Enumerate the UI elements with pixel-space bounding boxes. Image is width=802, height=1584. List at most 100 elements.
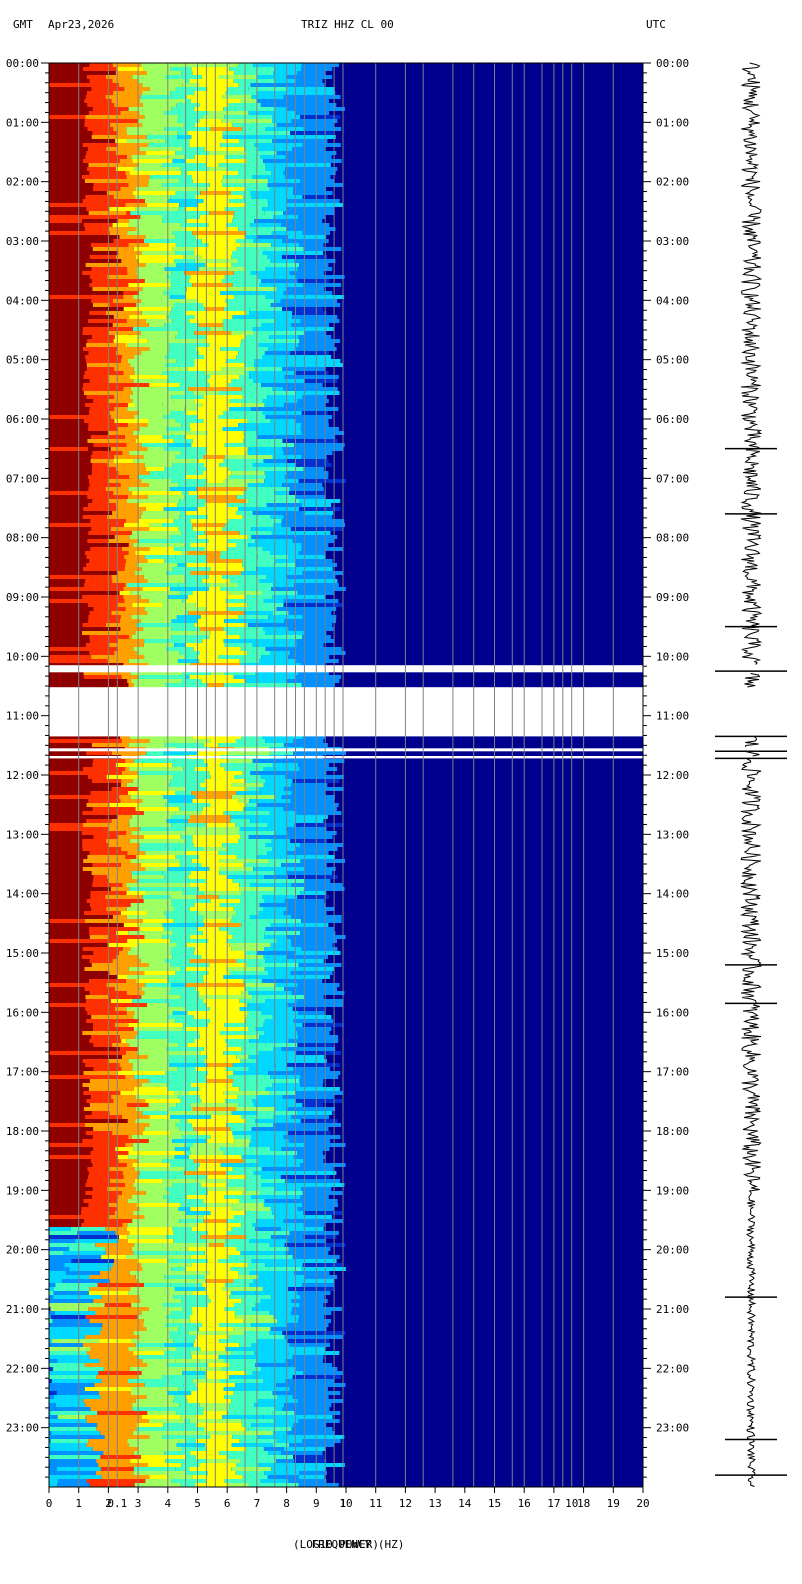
spectro-cell bbox=[163, 1423, 197, 1427]
spectro-cell bbox=[89, 1155, 118, 1159]
spectro-cell bbox=[228, 467, 258, 471]
spectro-cell bbox=[263, 1031, 297, 1035]
spectro-cell bbox=[89, 1483, 135, 1487]
spectro-cell bbox=[248, 499, 300, 503]
spectro-cell bbox=[49, 1003, 94, 1007]
spectro-cell bbox=[207, 1023, 225, 1027]
x-axis-label: FREQUENCY (HZ) bbox=[312, 1538, 405, 1551]
spectro-cell bbox=[144, 991, 169, 995]
spectro-cell bbox=[89, 63, 113, 67]
spectro-cell bbox=[180, 1051, 201, 1055]
spectro-cell bbox=[184, 851, 186, 855]
spectro-cell bbox=[141, 987, 171, 991]
spectro-cell bbox=[286, 679, 340, 683]
spectro-cell bbox=[85, 1063, 120, 1067]
spectro-cell bbox=[282, 367, 326, 371]
spectro-cell bbox=[140, 99, 185, 103]
spectro-cell bbox=[224, 1023, 264, 1027]
spectro-cell bbox=[188, 491, 244, 495]
spectro-cell bbox=[110, 887, 130, 891]
spectro-cell bbox=[246, 963, 260, 967]
spectro-cell bbox=[125, 1143, 133, 1147]
spectro-cell bbox=[163, 111, 209, 115]
spectro-cell bbox=[254, 1403, 285, 1407]
spectro-cell bbox=[162, 371, 205, 375]
spectro-cell bbox=[281, 1047, 336, 1051]
spectro-cell bbox=[223, 107, 275, 111]
spectro-cell bbox=[130, 211, 177, 215]
spectro-cell bbox=[118, 1123, 150, 1127]
spectro-cell bbox=[299, 1059, 327, 1063]
spectro-cell bbox=[181, 551, 188, 555]
spectro-cell bbox=[106, 191, 133, 195]
spectro-cell bbox=[117, 1155, 129, 1159]
spectro-cell bbox=[49, 343, 87, 347]
spectro-cell bbox=[49, 619, 89, 623]
spectro-cell bbox=[298, 1319, 331, 1323]
spectro-cell bbox=[258, 275, 296, 279]
spectro-cell bbox=[255, 1303, 300, 1307]
spectro-cell bbox=[200, 651, 248, 655]
spectro-cell bbox=[49, 943, 83, 947]
spectro-cell bbox=[190, 1451, 220, 1455]
spectro-cell bbox=[49, 147, 88, 151]
spectro-cell bbox=[127, 499, 180, 503]
spectro-cell bbox=[282, 1095, 334, 1099]
spectro-cell bbox=[113, 459, 134, 463]
spectro-cell bbox=[169, 1063, 208, 1067]
spectro-cell bbox=[114, 1023, 129, 1027]
spectro-cell bbox=[252, 995, 305, 999]
spectro-cell bbox=[223, 1359, 257, 1363]
spectro-cell bbox=[303, 511, 334, 515]
spectro-cell bbox=[49, 455, 91, 459]
spectro-cell bbox=[125, 979, 137, 983]
spectro-cell bbox=[224, 455, 273, 459]
spectro-cell bbox=[218, 163, 266, 167]
spectro-cell bbox=[236, 959, 266, 963]
spectro-cell bbox=[300, 1119, 338, 1123]
spectro-cell bbox=[49, 275, 90, 279]
spectro-cell bbox=[285, 175, 331, 179]
spectro-cell bbox=[128, 107, 172, 111]
spectro-cell bbox=[146, 1395, 175, 1399]
spectro-cell bbox=[227, 847, 273, 851]
spectro-cell bbox=[86, 367, 115, 371]
spectro-cell bbox=[259, 963, 299, 967]
spectro-cell bbox=[122, 883, 127, 887]
spectro-cell bbox=[272, 139, 297, 143]
spectro-cell bbox=[298, 771, 327, 775]
spectro-cell bbox=[183, 1027, 186, 1031]
spectro-cell bbox=[177, 1367, 201, 1371]
spectro-cell bbox=[283, 515, 333, 519]
spectro-cell bbox=[244, 567, 257, 571]
spectro-cell bbox=[83, 375, 109, 379]
spectro-cell bbox=[172, 247, 195, 251]
spectro-cell bbox=[245, 1019, 265, 1023]
spectro-cell bbox=[149, 523, 162, 527]
spectro-cell bbox=[228, 539, 256, 543]
spectro-cell bbox=[231, 795, 276, 799]
spectro-cell bbox=[190, 883, 240, 887]
spectro-cell bbox=[92, 451, 123, 455]
spectro-cell bbox=[82, 331, 109, 335]
spectro-cell bbox=[116, 215, 141, 219]
spectro-cell bbox=[138, 771, 168, 775]
spectro-cell bbox=[89, 559, 127, 563]
spectro-cell bbox=[49, 651, 90, 655]
spectro-cell bbox=[175, 811, 202, 815]
spectro-cell bbox=[83, 671, 108, 675]
spectro-cell bbox=[129, 315, 167, 319]
spectro-cell bbox=[267, 827, 288, 831]
spectro-cell bbox=[289, 487, 324, 491]
spectro-cell bbox=[82, 387, 124, 391]
spectro-cell bbox=[273, 571, 303, 575]
spectro-cell bbox=[167, 1363, 209, 1367]
spectro-cell bbox=[144, 971, 176, 975]
spectro-cell bbox=[127, 1239, 174, 1243]
spectro-cell bbox=[298, 1419, 340, 1423]
spectro-cell bbox=[291, 1311, 332, 1315]
spectro-cell bbox=[128, 1347, 177, 1351]
spectro-cell bbox=[49, 875, 94, 879]
spectro-cell bbox=[124, 867, 146, 871]
spectro-cell bbox=[194, 107, 224, 111]
